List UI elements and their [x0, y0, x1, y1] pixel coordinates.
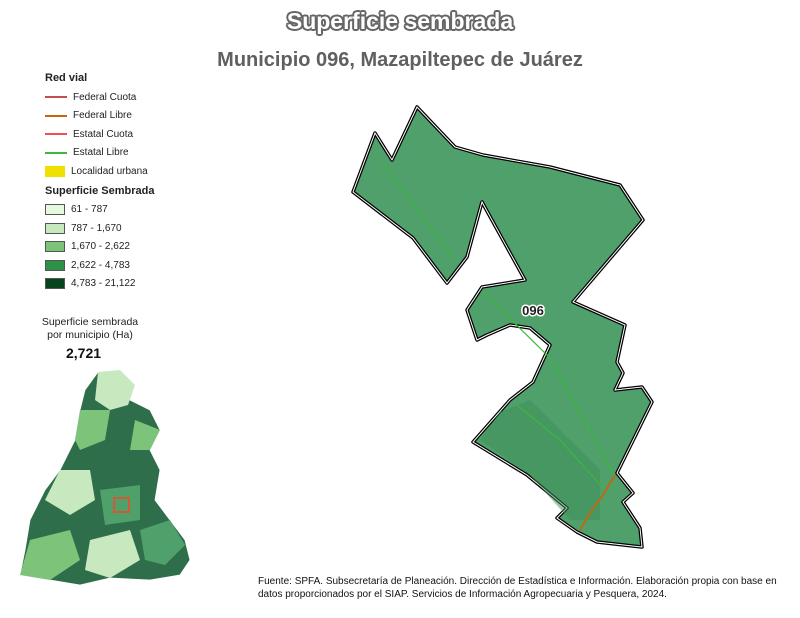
location-highlight-box: [113, 497, 130, 513]
legend: Red vial Federal Cuota Federal Libre Est…: [45, 72, 154, 293]
legend-item-estatal-libre: Estatal Libre: [45, 144, 154, 163]
inset-region: [140, 520, 185, 565]
class-swatch: [45, 278, 65, 290]
legend-label: 4,783 - 21,122: [71, 278, 136, 290]
municipality-map: 096: [351, 105, 654, 549]
inset-label: Superficie sembrada por municipio (Ha): [30, 316, 150, 342]
legend-label: 1,670 - 2,622: [71, 241, 130, 253]
inset-region: [85, 530, 140, 578]
inset-region: [130, 420, 160, 450]
legend-item-estatal-cuota: Estatal Cuota: [45, 125, 154, 144]
legend-class-3: 1,670 - 2,622: [45, 238, 154, 257]
road-estatal-libre: [482, 291, 614, 474]
road-federal-libre: [579, 474, 616, 531]
road-line-swatch: [45, 133, 67, 136]
legend-road-title: Red vial: [45, 72, 88, 84]
inset-value: 2,721: [66, 345, 102, 361]
legend-label: 61 - 787: [71, 204, 108, 216]
municipality-inner-outline: [352, 106, 653, 548]
class-swatch: [45, 222, 65, 234]
legend-item-federal-cuota: Federal Cuota: [45, 88, 154, 107]
road-line-swatch: [45, 96, 67, 99]
inset-label-line1: Superficie sembrada: [41, 316, 139, 328]
legend-label: Federal Libre: [73, 110, 132, 122]
inset-region: [100, 485, 140, 525]
legend-area-title: Superficie Sembrada: [45, 184, 155, 197]
map-subtitle: Municipio 096, Mazapiltepec de Juárez: [217, 49, 583, 71]
legend-label: Localidad urbana: [71, 165, 148, 177]
legend-label: 2,622 - 4,783: [71, 259, 130, 271]
map-title: Superficie sembrada: [286, 8, 514, 34]
class-swatch: [45, 259, 65, 271]
inset-label-line2: por municipio (Ha): [47, 329, 133, 341]
urban-swatch: [45, 165, 65, 177]
class-swatch: [45, 241, 65, 253]
inset-region: [45, 470, 95, 515]
source-note: Fuente: SPFA. Subsecretaría de Planeació…: [258, 576, 777, 600]
road-line-swatch: [45, 114, 67, 117]
legend-label: Estatal Libre: [73, 147, 129, 159]
legend-class-5: 4,783 - 21,122: [45, 275, 154, 294]
inset-region: [20, 530, 80, 580]
state-inset-map: [19, 369, 191, 586]
legend-class-2: 787 - 1,670: [45, 219, 154, 238]
municipality-code-label: 096: [522, 303, 544, 318]
legend-class-1: 61 - 787: [45, 201, 154, 220]
legend-class-4: 2,622 - 4,783: [45, 256, 154, 275]
road-estatal-libre: [381, 161, 454, 259]
inset-region: [75, 410, 110, 450]
road-line-swatch: [45, 151, 67, 154]
legend-item-federal-libre: Federal Libre: [45, 107, 154, 126]
legend-item-localidad-urbana: Localidad urbana: [45, 162, 154, 181]
legend-label: Estatal Cuota: [73, 128, 134, 140]
inset-region: [95, 370, 135, 410]
class-swatch: [45, 204, 65, 216]
municipality-096-polygon[interactable]: [351, 105, 654, 549]
legend-label: 787 - 1,670: [71, 222, 122, 234]
road-estatal-libre: [516, 404, 604, 489]
terrain-shading: [480, 400, 600, 520]
legend-label: Federal Cuota: [73, 91, 137, 103]
